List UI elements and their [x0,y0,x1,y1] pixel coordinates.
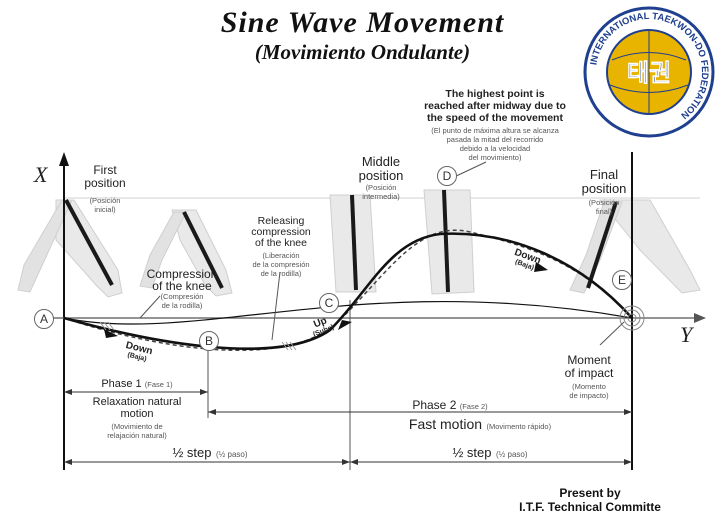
footer-credit: Present by I.T.F. Technical Committe [519,486,661,514]
releasing-note: Releasing compression of the knee (Liber… [251,215,311,279]
itf-logo: INTERNATIONAL TAEKWON-DO FEDERATION 태권 [582,5,716,139]
first-position-label: First position (Posición inicial) [84,163,126,215]
page-title: Sine Wave Movement [220,6,505,39]
highest-point-annotation: The highest point is reached after midwa… [424,88,566,162]
half-step-1-label: ½ step (½ paso) [172,445,248,460]
figure-compression [139,209,233,297]
page-subtitle: (Movimiento Ondulante) [254,40,471,64]
half-step-2-label: ½ step (½ paso) [452,445,528,460]
impact-note: Moment of impact (Momento de impacto) [564,353,614,401]
figure-first-position [17,199,123,298]
middle-position-label: Middle position (Posición intermedia) [358,154,404,202]
logo-glyphs: 태권 [627,60,671,87]
point-a: A [34,309,54,329]
phase-1-label: Phase 1 (Fase 1) [101,378,173,390]
phase-2-description: Fast motion (Movimento rápido) [408,416,552,432]
point-e: E [612,270,632,290]
compression-note: Compression of the knee (Compresión de l… [146,267,218,310]
figure-highest-position [423,189,475,295]
figure-final-position [569,199,701,294]
y-axis-label: Y [680,322,693,347]
sine-wave-curve [63,232,633,350]
figure-middle-position [329,194,377,293]
phase-2-label: Phase 2 (Fase 2) [412,398,488,412]
point-c: C [319,293,339,313]
final-position-label: Final position (Posición final) [581,167,627,217]
point-b: B [199,331,219,351]
impact-ripple [619,305,645,331]
x-axis-label: X [34,162,48,187]
phase-1-description: Relaxation natural motion (Movimiento de… [92,396,182,440]
point-d: D [437,166,457,186]
ideal-curve-dashed [63,229,633,352]
